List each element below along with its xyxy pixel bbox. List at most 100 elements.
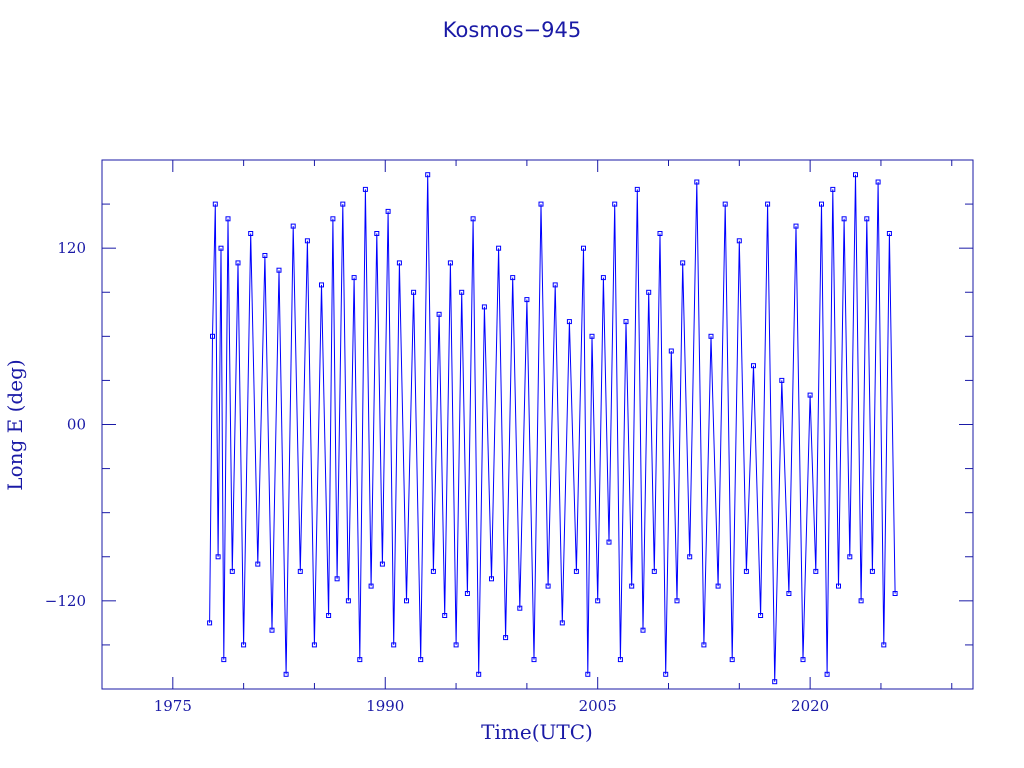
data-point	[663, 671, 669, 677]
data-point	[510, 275, 516, 281]
data-point	[813, 568, 819, 574]
data-point	[357, 657, 363, 663]
data-point	[853, 172, 858, 178]
series-line	[209, 174, 896, 682]
data-point	[800, 657, 806, 663]
data-point	[589, 333, 595, 339]
data-point	[531, 657, 537, 663]
data-series	[207, 172, 898, 685]
data-point	[391, 642, 397, 648]
data-point	[489, 576, 494, 582]
data-point	[334, 576, 340, 582]
data-point	[623, 319, 629, 325]
data-point	[646, 289, 652, 295]
data-point	[269, 627, 275, 633]
data-point	[708, 333, 714, 339]
data-point	[207, 620, 213, 626]
data-point	[573, 568, 579, 574]
data-point	[819, 201, 824, 207]
y-tick-label: 120	[57, 239, 86, 257]
data-point	[470, 216, 476, 222]
data-point	[326, 613, 332, 618]
data-point	[330, 216, 336, 222]
data-point	[722, 201, 728, 207]
data-point	[595, 598, 601, 604]
x-tick-label: 2020	[791, 697, 829, 715]
data-point	[304, 238, 310, 244]
data-point	[729, 657, 735, 663]
y-tick-label: 00	[67, 416, 86, 434]
data-point	[585, 671, 591, 677]
data-point	[374, 231, 380, 236]
data-point	[869, 568, 875, 574]
data-point	[225, 216, 231, 222]
data-point	[524, 297, 530, 303]
data-point	[617, 657, 623, 663]
data-point	[600, 275, 606, 281]
data-point	[807, 392, 813, 398]
x-tick-label: 2005	[579, 697, 617, 715]
data-point	[668, 348, 674, 354]
data-point	[218, 245, 224, 251]
data-point	[581, 245, 586, 251]
data-point	[559, 620, 565, 626]
data-point	[765, 201, 771, 207]
data-point	[830, 186, 836, 192]
data-point	[779, 377, 785, 383]
data-point	[235, 260, 241, 266]
data-point	[212, 201, 218, 207]
data-point	[629, 583, 635, 589]
data-point	[552, 282, 558, 288]
data-point	[786, 591, 792, 596]
data-point	[634, 186, 640, 192]
data-point	[464, 591, 470, 596]
data-point	[396, 260, 402, 266]
data-point	[411, 289, 417, 295]
data-point	[255, 561, 261, 567]
data-point	[743, 568, 749, 574]
data-point	[517, 605, 523, 611]
data-point	[385, 208, 391, 214]
data-point	[297, 568, 303, 574]
data-point	[210, 333, 215, 339]
data-point	[715, 583, 721, 589]
data-point	[430, 568, 436, 574]
x-tick-label: 1990	[366, 697, 404, 715]
data-point	[496, 245, 502, 251]
data-point	[276, 267, 282, 273]
data-point	[824, 671, 830, 677]
data-point	[892, 591, 898, 596]
data-point	[758, 613, 764, 618]
data-point	[229, 568, 235, 574]
data-point	[459, 289, 465, 295]
data-point	[640, 627, 646, 633]
y-axis-label: Long E (deg)	[3, 359, 27, 490]
data-point	[751, 363, 756, 369]
data-point	[701, 642, 707, 648]
data-point	[566, 319, 572, 325]
data-point	[442, 613, 448, 618]
data-point	[340, 201, 346, 207]
data-point	[503, 635, 509, 641]
data-point	[875, 179, 881, 185]
data-point	[736, 238, 742, 244]
data-point	[362, 186, 368, 192]
data-point	[345, 598, 351, 604]
x-axis-label: Time(UTC)	[481, 720, 593, 744]
data-point	[793, 223, 799, 229]
y-tick-label: −120	[45, 592, 86, 610]
data-point	[881, 642, 887, 648]
data-point	[221, 657, 227, 663]
data-point	[368, 583, 374, 589]
data-point	[283, 671, 289, 677]
data-point	[311, 642, 317, 648]
data-point	[841, 216, 847, 222]
data-point	[319, 282, 324, 288]
data-point	[606, 539, 612, 545]
data-point	[545, 583, 551, 589]
data-point	[836, 583, 841, 589]
data-point	[425, 172, 431, 178]
data-point	[215, 554, 221, 560]
data-point	[351, 275, 357, 281]
data-point	[772, 679, 778, 685]
